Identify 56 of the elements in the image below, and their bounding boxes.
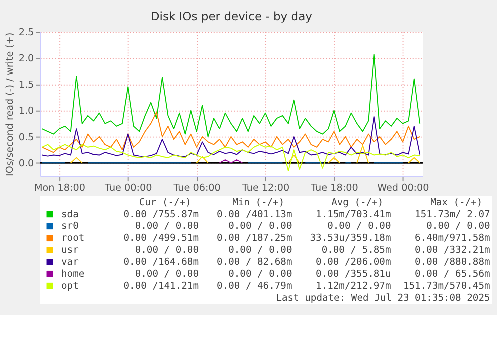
text: 0.00 / 0.00 [328, 221, 392, 232]
text: 0.00 / 0.00 [135, 245, 200, 256]
text: 0.00 /164.68m [124, 257, 200, 268]
text: 0.00 /401.13m [217, 209, 292, 220]
text: 0.00 /206.00m [316, 257, 392, 268]
y-tick-label: 0.5 [18, 132, 34, 144]
line-series [42, 144, 421, 172]
chart-title: Disk IOs per device - by day [150, 10, 313, 24]
y-tick-label: 2.5 [18, 27, 34, 38]
text: 33.53u/359.18m [310, 233, 392, 244]
x-tick-label: Tue 18:00 [310, 183, 358, 194]
legend-label: usr [62, 245, 80, 256]
text: 0.00 /755.87m [124, 209, 200, 220]
text: Last update: Wed Jul 23 01:35:08 2025 [276, 293, 490, 304]
x-tick-label: Wed 00:00 [378, 183, 430, 194]
text: 0.00 /880.88m [415, 257, 490, 268]
x-tick-label: Mon 18:00 [34, 183, 86, 194]
legend-label: sr0 [62, 221, 80, 232]
text: Max (-/+) [430, 197, 483, 208]
text: 1.15m/703.41m [316, 209, 392, 220]
text: 6.40m/971.58m [415, 233, 490, 244]
text: 0.00 /187.25m [217, 233, 292, 244]
y-tick-label: 0.0 [18, 158, 34, 170]
text: 0.00 / 0.00 [135, 221, 200, 232]
text: Avg (-/+) [332, 197, 384, 208]
text: 151.73m/ 2.07 [415, 209, 490, 220]
text: 0.00 /499.51m [124, 233, 200, 244]
y-axis-title: IOs/second read (-) / write (+) [5, 32, 16, 177]
x-tick-label: Tue 00:00 [104, 183, 152, 194]
text: 0.00 / 0.00 [135, 269, 200, 280]
legend-label: home [62, 269, 85, 280]
text: 0.00 / 82.68m [217, 257, 292, 268]
x-tick-label: Tue 12:00 [241, 183, 290, 194]
legend-label: sda [62, 209, 79, 220]
y-tick-label: 1.5 [18, 80, 34, 91]
text: 0.00 / 0.00 [426, 221, 490, 232]
text: 0.00 / 0.00 [228, 245, 292, 256]
text: Cur (-/+) [139, 197, 192, 208]
x-tick-label: Tue 06:00 [172, 183, 221, 194]
legend-label: var [62, 257, 80, 268]
text: Min (-/+) [232, 197, 285, 208]
text: 0.00 /141.21m [124, 281, 200, 292]
line-series [42, 54, 421, 138]
text: 151.73m/570.45m [403, 281, 490, 292]
legend-label: root [62, 233, 85, 244]
text: 0.00 / 46.79m [217, 281, 292, 292]
y-tick-label: 2.0 [18, 54, 34, 65]
text: 0.00 / 65.56m [415, 269, 490, 280]
y-tick-label: 1.0 [18, 106, 34, 118]
text: 0.00 /332.21m [415, 245, 490, 256]
text: 1.12m/212.97m [316, 281, 392, 292]
text: 0.00 /355.81u [316, 269, 392, 280]
text: 0.00 / 0.00 [228, 221, 292, 232]
text: 0.00 / 5.85m [322, 245, 392, 256]
text: 0.00 / 0.00 [228, 269, 292, 280]
legend-label: opt [62, 281, 79, 292]
